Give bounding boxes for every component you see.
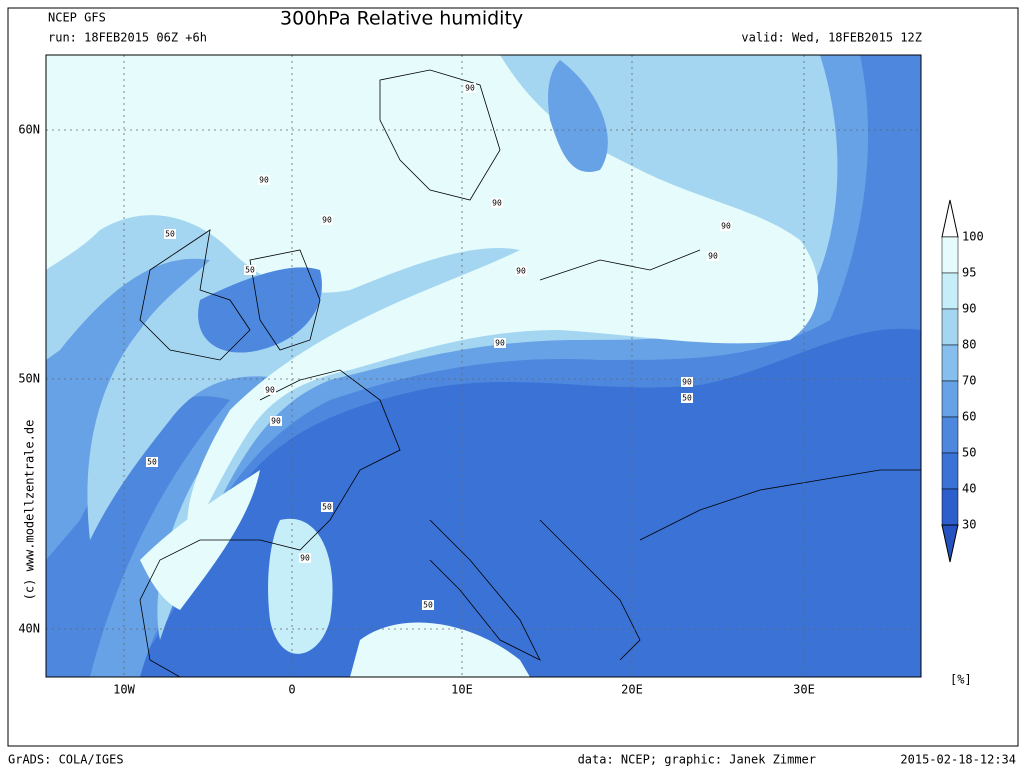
frame xyxy=(7,7,1019,747)
contour-label: 50 xyxy=(147,458,157,467)
contour-label: 90 xyxy=(492,199,502,208)
colorbar-unit: [%] xyxy=(950,673,972,687)
colorbar-label: 30 xyxy=(962,518,976,532)
colorbar-label: 95 xyxy=(962,266,976,280)
valid: valid: Wed, 18FEB2015 12Z xyxy=(741,31,922,45)
contour-label-box xyxy=(164,229,176,239)
contour-label: 50 xyxy=(682,394,692,403)
contour-label-box xyxy=(681,377,693,387)
contour-label-box xyxy=(258,175,270,185)
colorbar-label: 60 xyxy=(962,410,976,424)
lon-label: 30E xyxy=(793,683,815,697)
colorbar-label: 90 xyxy=(962,302,976,316)
lon-label: 0 xyxy=(288,683,295,697)
contour-label-box xyxy=(146,457,158,467)
colorbar-label: 50 xyxy=(962,446,976,460)
humidity-area xyxy=(198,267,322,353)
colorbar-swatch xyxy=(941,344,959,382)
lon-label: 10W xyxy=(113,683,135,697)
contour-label: 90 xyxy=(265,386,275,395)
contour-label: 50 xyxy=(165,230,175,239)
contour-label: 50 xyxy=(423,601,433,610)
contour-label-box xyxy=(321,502,333,512)
contour-label-box xyxy=(422,600,434,610)
colorbar-swatch xyxy=(941,488,959,526)
contour-label-box xyxy=(321,215,333,225)
credit: data: NCEP; graphic: Janek Zimmer xyxy=(578,753,816,767)
contour-label: 90 xyxy=(259,176,269,185)
contour-label: 90 xyxy=(721,222,731,231)
graticule xyxy=(46,55,921,677)
colorbar-label: 40 xyxy=(962,482,976,496)
contour-label: 90 xyxy=(495,339,505,348)
contour-label: 90 xyxy=(322,216,332,225)
contour-label-box xyxy=(464,83,476,93)
axes: 60N 50N 40N 10W 0 10E 20E 30E xyxy=(18,123,815,697)
lon-label: 20E xyxy=(621,683,643,697)
colorbar-label: 100 xyxy=(962,230,984,244)
contour-label: 90 xyxy=(300,554,310,563)
contour-label-box xyxy=(515,266,527,276)
contour-label-box xyxy=(491,198,503,208)
humidity-area xyxy=(350,622,530,677)
contour-label-box xyxy=(270,416,282,426)
software: GrADS: COLA/IGES xyxy=(8,753,124,767)
contour-label-box xyxy=(681,393,693,403)
run: run: 18FEB2015 06Z +6h xyxy=(48,31,207,45)
contour-label-box xyxy=(264,385,276,395)
lat-label: 60N xyxy=(18,123,40,137)
copyright: (c) www.modellzentrale.de xyxy=(23,420,37,601)
colorbar-swatch xyxy=(941,416,959,454)
colorbar-swatch xyxy=(941,380,959,418)
contour-label: 90 xyxy=(516,267,526,276)
humidity-area xyxy=(46,55,819,540)
map-border xyxy=(45,54,922,678)
contour-label: 50 xyxy=(322,503,332,512)
contour-label-box xyxy=(720,221,732,231)
humidity-area xyxy=(548,60,608,172)
contour-label: 90 xyxy=(271,417,281,426)
contour-labels: 90 90 50 90 50 90 90 90 90 90 90 50 90 90 50 50 90 50 xyxy=(146,83,732,610)
contour-label-box xyxy=(299,553,311,563)
contour-label: 90 xyxy=(682,378,692,387)
colorbar-swatch xyxy=(941,452,959,490)
model: NCEP GFS xyxy=(48,11,106,25)
title: 300hPa Relative humidity xyxy=(280,8,523,30)
contour-label: 50 xyxy=(245,266,255,275)
lat-label: 50N xyxy=(18,372,40,386)
contour-label-box xyxy=(494,338,506,348)
colorbar-arrow-bottom xyxy=(941,524,959,563)
colorbar-label: 80 xyxy=(962,338,976,352)
lon-label: 10E xyxy=(451,683,473,697)
contour-label-box xyxy=(707,251,719,261)
contour-label: 90 xyxy=(708,252,718,261)
colorbar-swatch xyxy=(941,272,959,310)
colorbar: 100 95 90 80 70 60 50 40 30 xyxy=(941,199,984,563)
colorbar-label: 70 xyxy=(962,374,976,388)
colorbar-arrow-top xyxy=(941,199,959,238)
timestamp: 2015-02-18-12:34 xyxy=(900,753,1016,767)
contour-label: 90 xyxy=(465,84,475,93)
lat-label: 40N xyxy=(18,622,40,636)
contour-label-box xyxy=(244,265,256,275)
colorbar-swatch xyxy=(941,236,959,274)
humidity-area xyxy=(268,518,333,654)
map: 90 90 50 90 50 90 90 90 90 90 90 50 90 90 50 50 90 50 xyxy=(46,55,921,677)
coastlines xyxy=(139,69,921,677)
colorbar-swatch xyxy=(941,308,959,346)
